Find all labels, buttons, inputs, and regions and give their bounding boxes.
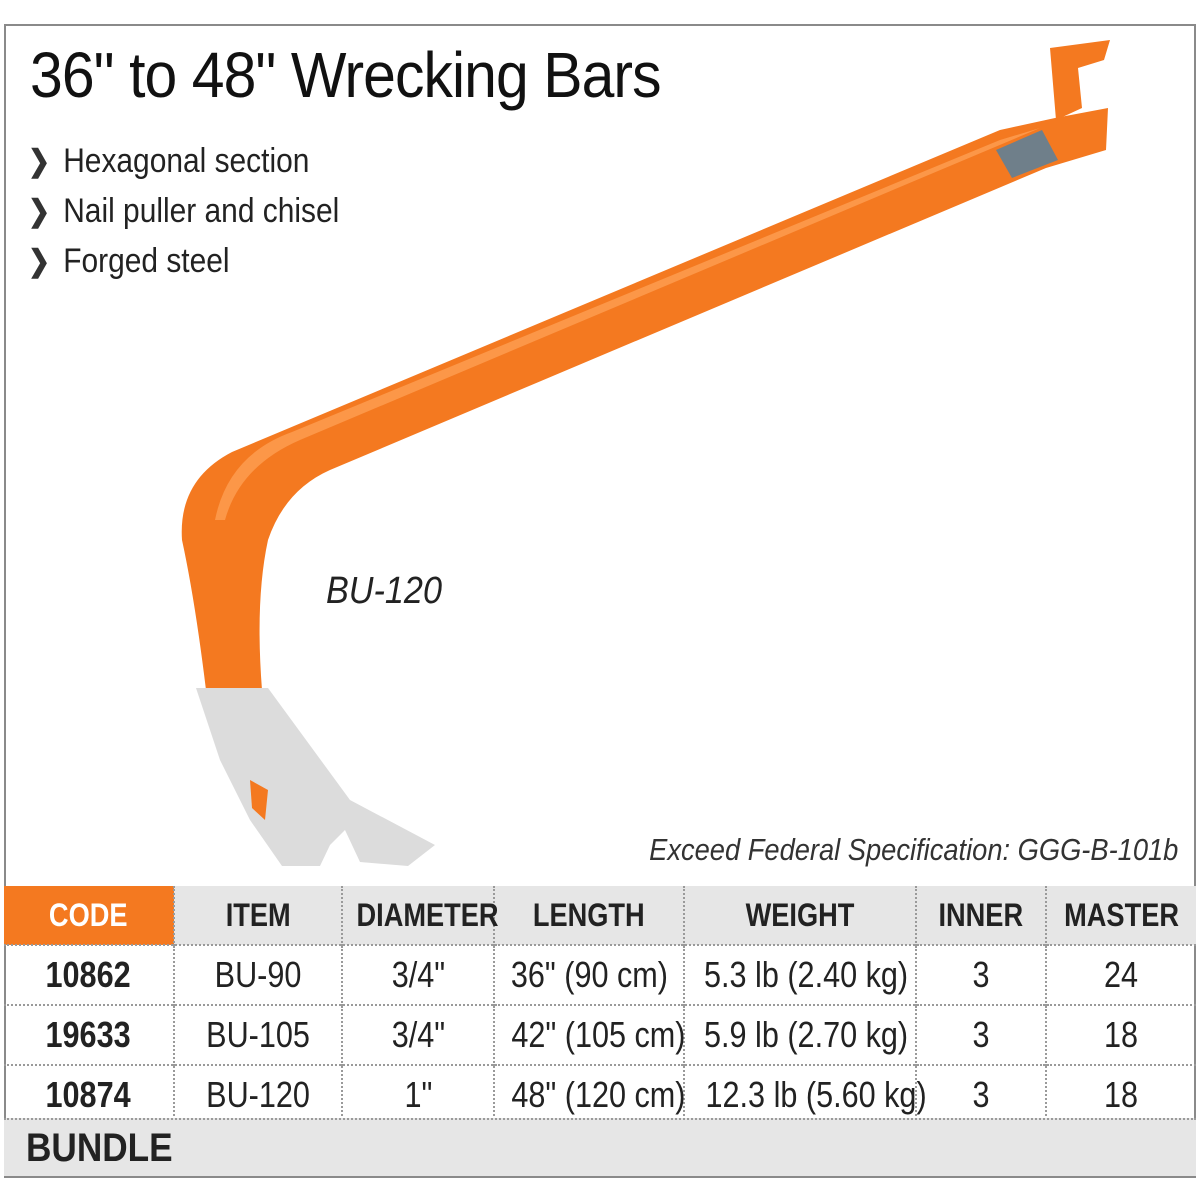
cell-code: 10862 xyxy=(4,944,174,1005)
feature-text: Hexagonal section xyxy=(63,141,310,180)
cell-weight: 5.9 lb (2.70 kg) xyxy=(683,1004,916,1065)
spec-note: Exceed Federal Specification: GGG-B-101b xyxy=(648,832,1178,867)
cell-master: 18 xyxy=(1045,1064,1196,1124)
cell-code: 19633 xyxy=(4,1004,174,1065)
bar-top-claw xyxy=(1050,40,1110,120)
cell-item: BU-90 xyxy=(173,944,342,1005)
bundle-label: BUNDLE xyxy=(26,1126,173,1170)
cell-diameter: 1" xyxy=(341,1064,494,1124)
cell-code: 10874 xyxy=(4,1064,174,1124)
bar-grip-band xyxy=(996,130,1058,178)
bundle-footer: BUNDLE xyxy=(4,1118,1196,1176)
cell-master: 24 xyxy=(1045,944,1196,1005)
table-header-row: CODE ITEM DIAMETER LENGTH WEIGHT INNER M… xyxy=(4,886,1196,945)
cell-length: 42" (105 cm) xyxy=(493,1004,685,1065)
feature-item: ❯ Forged steel xyxy=(28,236,339,286)
cell-item: BU-120 xyxy=(173,1064,342,1124)
bar-chisel-tip xyxy=(196,688,435,866)
table-row: 19633 BU-105 3/4" 42" (105 cm) 5.9 lb (2… xyxy=(4,1004,1196,1065)
feature-text: Forged steel xyxy=(63,241,230,280)
table-row: 10862 BU-90 3/4" 36" (90 cm) 5.3 lb (2.4… xyxy=(4,944,1196,1005)
cell-inner: 3 xyxy=(915,944,1046,1005)
bar-chisel-shade xyxy=(250,780,268,820)
column-header-length: LENGTH xyxy=(493,886,684,945)
feature-item: ❯ Hexagonal section xyxy=(28,136,339,186)
column-header-weight: WEIGHT xyxy=(683,886,916,945)
cell-item: BU-105 xyxy=(173,1004,342,1065)
model-label: BU-120 xyxy=(326,570,442,612)
bar-body xyxy=(181,108,1109,690)
spec-table: CODE ITEM DIAMETER LENGTH WEIGHT INNER M… xyxy=(4,886,1196,1124)
cell-length: 36" (90 cm) xyxy=(493,944,684,1005)
feature-text: Nail puller and chisel xyxy=(63,191,340,230)
feature-list: ❯ Hexagonal section ❯ Nail puller and ch… xyxy=(28,136,382,286)
cell-master: 18 xyxy=(1045,1004,1196,1065)
column-header-master: MASTER xyxy=(1045,886,1196,945)
page-title: 36" to 48" Wrecking Bars xyxy=(30,39,662,111)
column-header-code: CODE xyxy=(4,886,174,945)
cell-weight: 12.3 lb (5.60 kg) xyxy=(683,1064,927,1124)
column-header-diameter: DIAMETER xyxy=(341,886,499,945)
cell-inner: 3 xyxy=(915,1064,1046,1124)
chevron-right-icon: ❯ xyxy=(28,244,51,278)
cell-inner: 3 xyxy=(915,1004,1046,1065)
wrecking-bar-image xyxy=(181,40,1110,866)
cell-weight: 5.3 lb (2.40 kg) xyxy=(683,944,916,1005)
chevron-right-icon: ❯ xyxy=(28,194,51,228)
feature-item: ❯ Nail puller and chisel xyxy=(28,186,339,236)
column-header-inner: INNER xyxy=(915,886,1046,945)
table-row: 10874 BU-120 1" 48" (120 cm) 12.3 lb (5.… xyxy=(4,1064,1196,1124)
chevron-right-icon: ❯ xyxy=(28,144,51,178)
cell-length: 48" (120 cm) xyxy=(493,1064,685,1124)
column-header-item: ITEM xyxy=(173,886,342,945)
cell-diameter: 3/4" xyxy=(341,1004,494,1065)
cell-diameter: 3/4" xyxy=(341,944,494,1005)
